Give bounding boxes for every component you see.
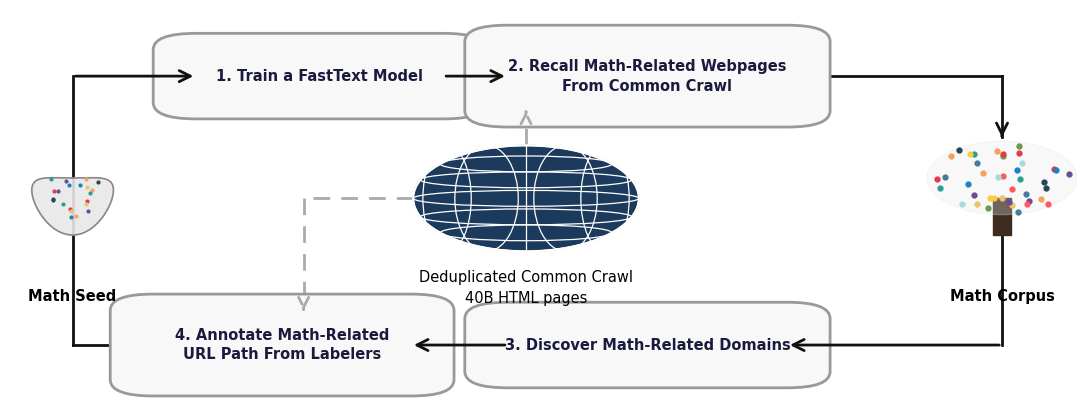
Text: 3. Discover Math-Related Domains: 3. Discover Math-Related Domains [504,337,791,353]
FancyBboxPatch shape [464,25,831,127]
Text: Deduplicated Common Crawl
40B HTML pages: Deduplicated Common Crawl 40B HTML pages [419,270,633,306]
FancyBboxPatch shape [153,33,486,119]
Text: Math Seed: Math Seed [28,289,117,304]
Ellipse shape [414,145,639,252]
Ellipse shape [927,141,1077,215]
Polygon shape [31,178,113,235]
Text: 4. Annotate Math-Related
URL Path From Labelers: 4. Annotate Math-Related URL Path From L… [175,328,389,363]
FancyBboxPatch shape [464,302,831,388]
Text: Math Corpus: Math Corpus [949,289,1054,304]
FancyBboxPatch shape [110,294,454,396]
Text: 2. Recall Math-Related Webpages
From Common Crawl: 2. Recall Math-Related Webpages From Com… [509,59,786,93]
Text: 1. Train a FastText Model: 1. Train a FastText Model [216,69,423,83]
